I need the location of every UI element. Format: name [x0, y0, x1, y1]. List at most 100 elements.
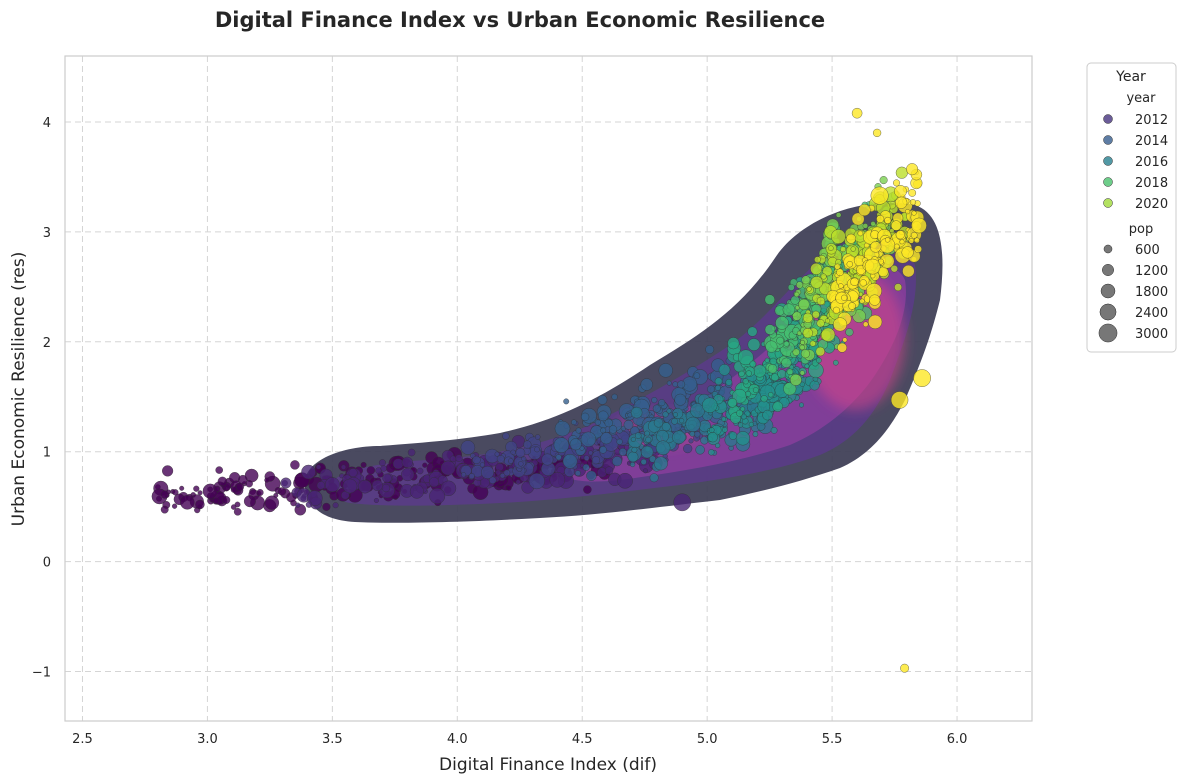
- scatter-point: [848, 302, 856, 310]
- legend-hue-label: 2012: [1135, 113, 1168, 128]
- scatter-point: [752, 387, 759, 394]
- scatter-point: [160, 505, 169, 514]
- scatter-point: [745, 370, 752, 377]
- legend-size-label: 1200: [1135, 264, 1168, 279]
- scatter-point: [814, 256, 821, 264]
- scatter-point: [895, 196, 908, 209]
- scatter-point: [295, 502, 301, 508]
- scatter-point: [653, 456, 668, 471]
- scatter-point: [373, 497, 379, 504]
- scatter-point: [869, 241, 882, 253]
- scatter-point: [599, 445, 607, 454]
- scatter-point: [569, 438, 582, 451]
- scatter-point: [816, 357, 822, 364]
- scatter-point: [623, 419, 634, 430]
- scatter-point: [772, 401, 783, 412]
- scatter-point: [777, 369, 787, 379]
- scatter-point: [895, 230, 905, 240]
- scatter-point: [790, 295, 800, 305]
- scatter-point: [837, 283, 844, 289]
- scatter-point: [801, 275, 811, 285]
- scatter-point: [631, 446, 638, 453]
- scatter-point: [900, 663, 910, 673]
- scatter-point: [472, 455, 481, 465]
- scatter-point: [809, 340, 816, 347]
- scatter-point: [894, 283, 903, 292]
- legend-hue-label: 2020: [1135, 197, 1168, 212]
- scatter-point: [740, 413, 747, 420]
- scatter-point: [870, 221, 876, 227]
- scatter-point: [851, 212, 865, 226]
- scatter-point: [783, 382, 797, 396]
- scatter-point: [195, 499, 205, 510]
- scatter-point: [215, 466, 224, 474]
- scatter-point: [792, 348, 800, 356]
- legend-size-marker: [1098, 323, 1118, 343]
- scatter-point: [708, 449, 715, 456]
- scatter-point: [747, 326, 758, 337]
- scatter-point: [358, 479, 372, 494]
- scatter-point: [515, 447, 526, 458]
- scatter-point: [677, 380, 686, 389]
- scatter-point: [416, 467, 424, 475]
- scatter-point: [776, 336, 784, 345]
- scatter-point: [906, 163, 919, 176]
- scatter-point: [332, 502, 339, 509]
- scatter-point: [904, 208, 911, 215]
- scatter-point: [798, 402, 805, 408]
- scatter-point: [217, 476, 228, 487]
- scatter-point: [708, 427, 715, 433]
- x-tick-label: 3.5: [322, 732, 343, 747]
- scatter-point: [600, 427, 607, 434]
- scatter-point: [859, 279, 867, 287]
- scatter-point: [911, 217, 927, 234]
- scatter-point: [872, 128, 882, 138]
- scatter-point: [850, 246, 856, 252]
- scatter-point: [862, 321, 869, 328]
- scatter-point: [859, 298, 865, 304]
- scatter-point: [574, 470, 581, 477]
- scatter-point: [214, 485, 221, 492]
- scatter-point: [629, 461, 636, 468]
- scatter-point: [243, 495, 256, 508]
- scatter-point: [672, 381, 679, 388]
- scatter-point: [737, 349, 754, 366]
- scatter-point: [634, 432, 642, 439]
- scatter-point: [804, 363, 810, 369]
- scatter-point: [816, 296, 826, 306]
- scatter-point: [862, 223, 869, 229]
- scatter-point: [914, 237, 920, 244]
- scatter-point: [322, 502, 331, 512]
- y-axis-ticks: −1 0 1 2 3 4: [32, 116, 51, 681]
- scatter-point: [800, 349, 810, 359]
- scatter-point: [160, 490, 170, 499]
- scatter-point: [913, 369, 931, 387]
- scatter-point: [714, 442, 721, 449]
- scatter-point: [890, 264, 899, 273]
- scatter-point: [816, 319, 825, 328]
- legend-title: Year: [1115, 69, 1146, 85]
- scatter-point: [440, 460, 456, 476]
- x-tick-label: 6.0: [947, 732, 968, 747]
- scatter-point: [749, 360, 757, 368]
- scatter-point: [348, 468, 358, 478]
- scatter-point: [429, 487, 446, 505]
- scatter-point: [380, 465, 387, 472]
- scatter-point: [747, 338, 761, 351]
- scatter-point: [795, 281, 804, 289]
- y-tick-label: 4: [43, 116, 51, 131]
- scatter-point: [671, 417, 678, 425]
- scatter-point: [496, 455, 505, 463]
- scatter-point: [256, 488, 264, 497]
- scatter-point: [781, 357, 792, 368]
- scatter-point: [502, 432, 510, 440]
- scatter-point: [494, 451, 500, 457]
- scatter-point: [812, 310, 820, 319]
- y-axis-label: Urban Economic Resilience (res): [9, 252, 29, 527]
- scatter-point: [762, 409, 773, 421]
- scatter-point: [645, 436, 652, 443]
- scatter-point: [611, 393, 618, 401]
- scatter-point: [840, 246, 846, 253]
- legend-hue-marker: [1103, 177, 1113, 187]
- scatter-point: [460, 472, 467, 478]
